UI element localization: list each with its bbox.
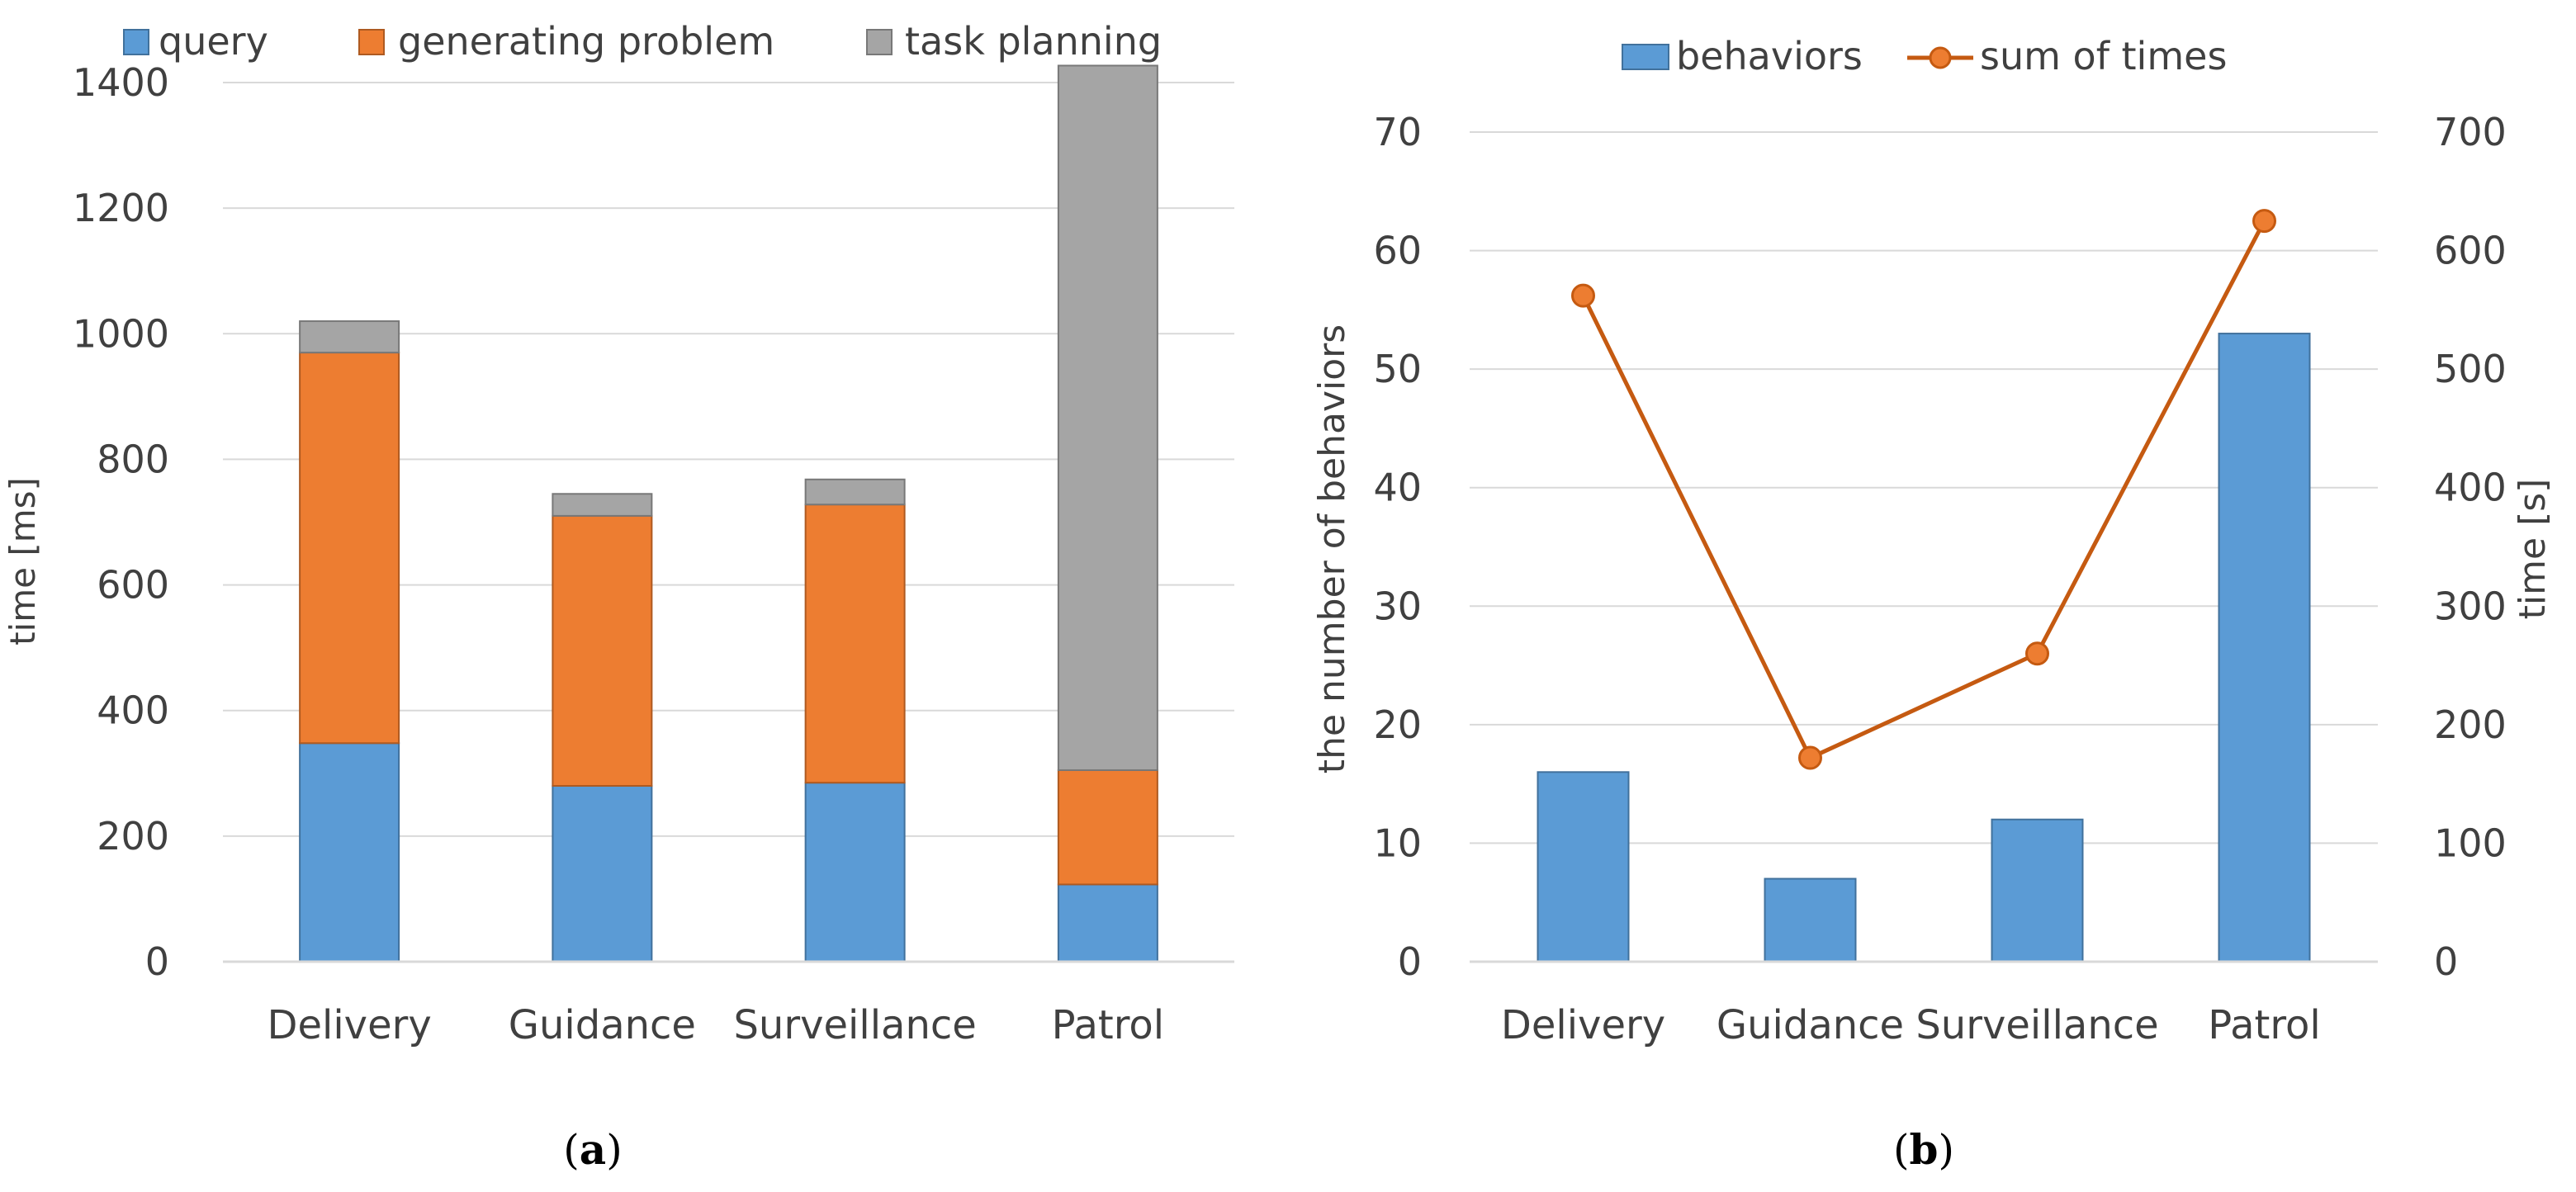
legend-swatch-query <box>123 29 149 55</box>
chart-b-right-y-tick-labels: 0 100 200 300 400 500 600 700 <box>2434 110 2507 984</box>
chart-a-y-tick-0: 0 <box>145 939 169 984</box>
legend-label-query: query <box>159 19 268 64</box>
legend-swatch-generating-problem <box>358 29 385 55</box>
chart-b-bars <box>1537 333 2311 963</box>
bar-task-planning-patrol <box>1057 64 1158 771</box>
chart-b-line-series <box>1571 209 2276 770</box>
chart-a-y-tick-1200: 1200 <box>73 186 169 230</box>
chart-a-y-tick-400: 400 <box>97 688 169 733</box>
legend-item-behaviors: behaviors <box>1622 34 1863 78</box>
bar-behaviors-surveillance <box>1991 818 2084 963</box>
chart-b-x-tick-surveillance: Surveillance <box>1915 1002 2158 1048</box>
chart-b-left-y-tick-10: 10 <box>1373 821 1422 865</box>
chart-b-left-y-tick-labels: 0 10 20 30 40 50 60 70 <box>1373 110 1422 984</box>
chart-b-caption: (b) <box>1893 1125 1954 1174</box>
chart-b-right-y-tick-300: 300 <box>2434 584 2507 628</box>
chart-b-left-y-tick-60: 60 <box>1373 229 1422 273</box>
chart-b-y2-axis-label: time [s] <box>2512 479 2554 620</box>
legend-swatch-behaviors <box>1622 44 1669 70</box>
bar-task-planning-surveillance <box>804 478 906 506</box>
chart-a-caption: (a) <box>563 1125 622 1174</box>
chart-a-x-tick-delivery: Delivery <box>268 1002 432 1048</box>
bar-behaviors-patrol <box>2218 333 2311 963</box>
point-sum-of-times-delivery <box>1571 283 1595 308</box>
bar-task-planning-delivery <box>299 320 400 354</box>
chart-a-x-tick-patrol: Patrol <box>1052 1002 1164 1048</box>
chart-a-y-tick-1400: 1400 <box>73 60 169 105</box>
chart-a-y-tick-200: 200 <box>97 814 169 859</box>
chart-b-x-tick-patrol: Patrol <box>2208 1002 2320 1048</box>
chart-a-x-tick-surveillance: Surveillance <box>733 1002 976 1048</box>
bar-query-surveillance <box>804 782 906 963</box>
bar-generating-problem-patrol <box>1057 769 1158 886</box>
legend-item-sum-of-times: sum of times <box>1907 34 2227 78</box>
chart-b-right-y-tick-200: 200 <box>2434 702 2507 747</box>
chart-b-left-y-tick-50: 50 <box>1373 347 1422 391</box>
chart-a: 0 200 400 600 800 1000 1200 1400 Delivery Guidan… <box>2 19 1234 1174</box>
chart-b-caption-label: b <box>1910 1125 1939 1174</box>
chart-b-right-y-tick-700: 700 <box>2434 110 2507 154</box>
chart-b-right-y-tick-600: 600 <box>2434 229 2507 273</box>
bar-behaviors-delivery <box>1537 771 1630 963</box>
chart-b-left-y-tick-40: 40 <box>1373 466 1422 510</box>
chart-a-y-tick-labels: 0 200 400 600 800 1000 1200 1400 <box>73 60 169 984</box>
point-sum-of-times-patrol <box>2252 209 2276 234</box>
chart-b: 0 10 20 30 40 50 60 70 0 100 200 300 400 500 600 700 D… <box>1311 34 2554 1174</box>
chart-b-left-y-tick-70: 70 <box>1373 110 1422 154</box>
chart-b-right-y-tick-0: 0 <box>2434 939 2458 984</box>
chart-a-y-tick-1000: 1000 <box>73 311 169 356</box>
bar-generating-problem-delivery <box>299 352 400 745</box>
chart-b-x-tick-guidance: Guidance <box>1717 1002 1904 1048</box>
bar-task-planning-guidance <box>552 493 653 517</box>
legend-item-task-planning: task planning <box>866 19 1162 64</box>
point-sum-of-times-guidance <box>1798 745 1822 770</box>
chart-b-right-y-tick-400: 400 <box>2434 466 2507 510</box>
chart-b-x-tick-delivery: Delivery <box>1501 1002 1665 1048</box>
chart-b-right-y-tick-500: 500 <box>2434 347 2507 391</box>
chart-a-caption-label: a <box>580 1125 606 1174</box>
chart-a-bars <box>299 64 1158 963</box>
legend-item-generating-problem: generating problem <box>358 19 774 64</box>
chart-a-y-tick-600: 600 <box>97 563 169 608</box>
chart-a-x-tick-guidance: Guidance <box>509 1002 696 1048</box>
bar-query-guidance <box>552 785 653 963</box>
chart-a-x-tick-labels: Delivery Guidance Surveillance Patrol <box>268 1002 1165 1048</box>
point-sum-of-times-surveillance <box>2025 641 2049 666</box>
chart-a-legend: query generating problem task planning <box>123 19 1162 64</box>
line-sum-of-times <box>1581 220 2266 760</box>
legend-swatch-task-planning <box>866 29 893 55</box>
chart-b-legend: behaviors sum of times <box>1622 34 2227 78</box>
bar-query-patrol <box>1057 883 1158 963</box>
legend-item-query: query <box>123 19 268 64</box>
chart-b-left-y-tick-30: 30 <box>1373 584 1422 628</box>
bar-behaviors-guidance <box>1764 877 1857 963</box>
legend-label-sum-of-times: sum of times <box>1980 34 2227 78</box>
chart-b-left-y-tick-0: 0 <box>1398 939 1422 984</box>
chart-b-left-y-tick-20: 20 <box>1373 702 1422 747</box>
chart-a-y-tick-800: 800 <box>97 437 169 481</box>
bar-query-delivery <box>299 742 400 963</box>
legend-label-task-planning: task planning <box>905 19 1162 64</box>
chart-b-right-y-tick-100: 100 <box>2434 821 2507 865</box>
legend-marker-sum-of-times <box>1929 46 1952 69</box>
chart-a-y-axis-label: time [ms] <box>2 477 43 646</box>
bar-generating-problem-surveillance <box>804 504 906 784</box>
chart-b-y-axis-label: the number of behaviors <box>1311 324 1353 773</box>
chart-b-x-tick-labels: Delivery Guidance Surveillance Patrol <box>1501 1002 2321 1048</box>
bar-generating-problem-guidance <box>552 514 653 788</box>
legend-label-generating-problem: generating problem <box>398 19 774 64</box>
legend-label-behaviors: behaviors <box>1676 34 1863 78</box>
